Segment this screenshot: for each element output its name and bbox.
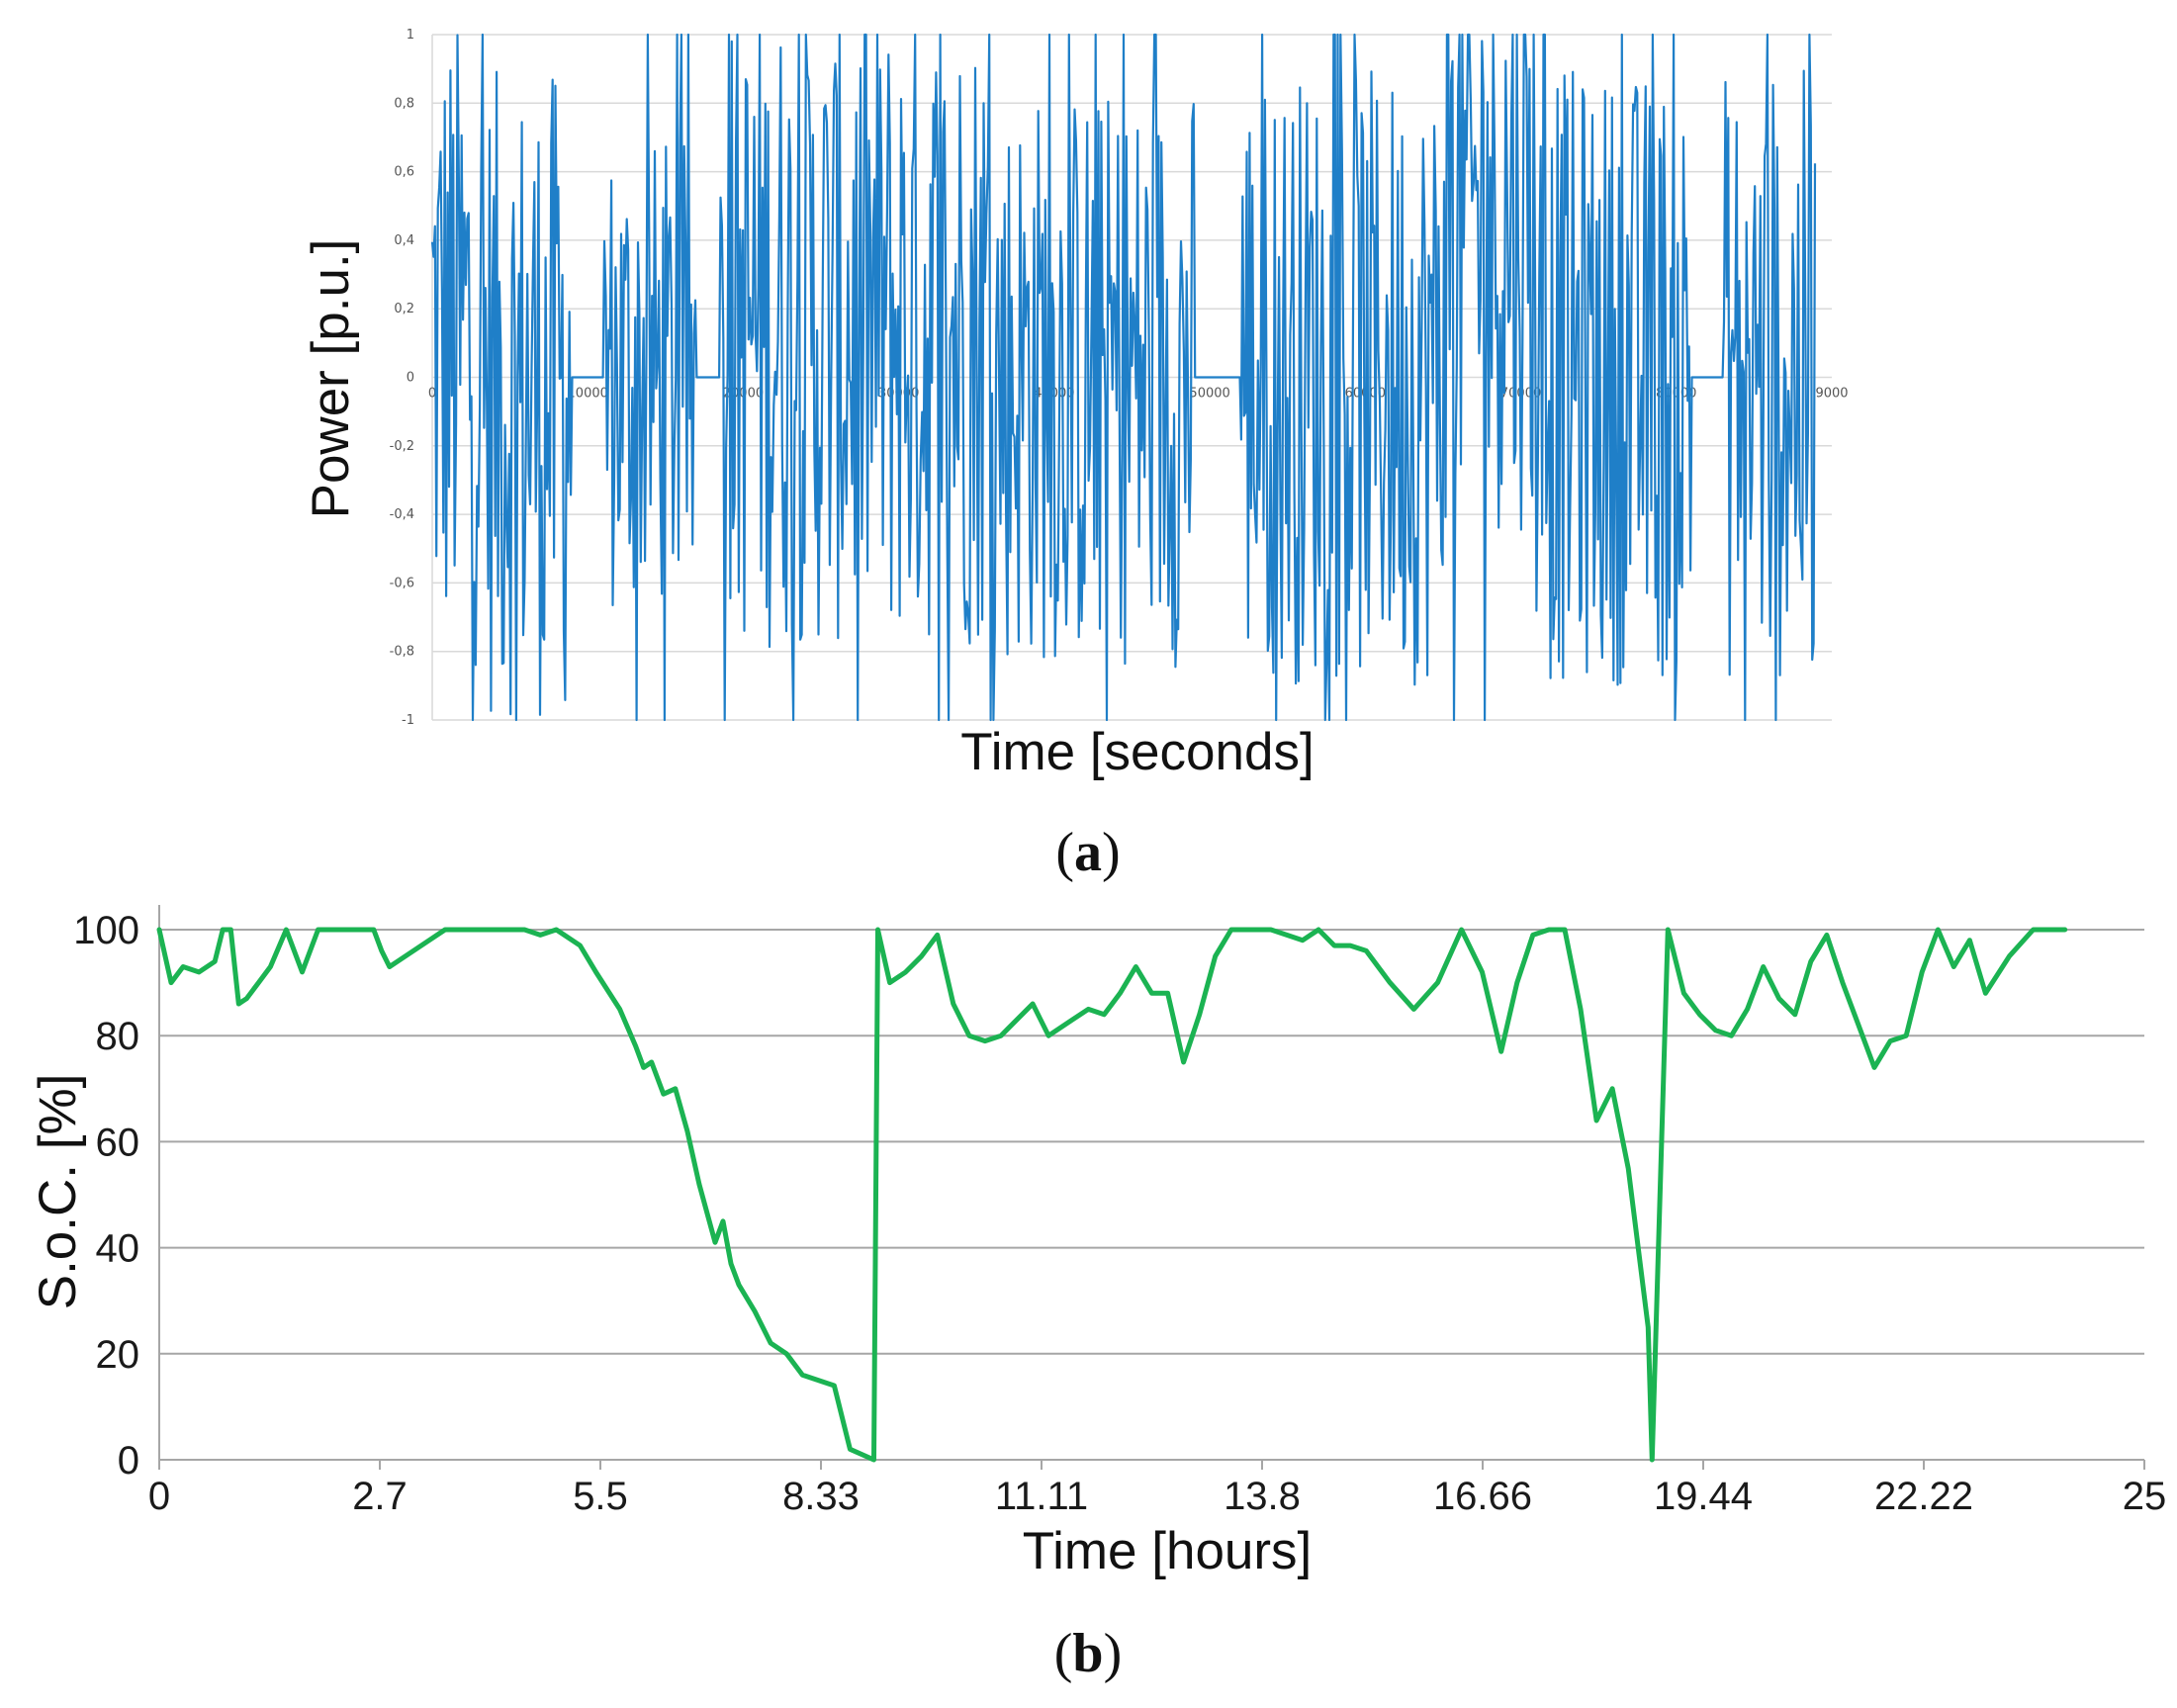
soc-x-tick-label: 22.22	[1874, 1475, 1973, 1518]
soc-y-tick-label: 100	[73, 909, 139, 952]
power-x-axis-label: Time [seconds]	[960, 723, 1314, 781]
power-y-tick-label: 0	[407, 371, 414, 386]
soc-x-tick-label: 5.5	[573, 1475, 628, 1518]
soc-x-axis-label: Time [hours]	[1023, 1522, 1313, 1580]
panel-b-label: (b)	[1054, 1623, 1122, 1684]
soc-x-tick-label: 0	[148, 1475, 170, 1518]
panel-a-label: (a)	[1055, 822, 1120, 883]
power-x-tick-label: 9000	[1815, 387, 1848, 402]
soc-x-tick-label: 2.7	[352, 1475, 408, 1518]
soc-x-tick-label: 16.66	[1433, 1475, 1532, 1518]
soc-y-tick-label: 0	[118, 1439, 139, 1483]
soc-y-axis-label: S.o.C. [%]	[29, 1074, 87, 1310]
soc-y-ticks: 0 20 40 60 80 100	[73, 909, 139, 1483]
power-x-tick-label: 0	[428, 387, 436, 402]
power-y-ticks: -1 -0,8 -0,6 -0,4 -0,2 0 0,2 0,4 0,6 0,8 1	[390, 28, 414, 728]
power-y-tick-label: -1	[402, 713, 414, 728]
soc-chart: 0 20 40 60 80 100 0 2.7 5.5 8.33 11.11 13.8 16.66 19…	[29, 905, 2166, 1684]
soc-line	[156, 927, 2068, 1463]
soc-x-tick-label: 11.11	[995, 1475, 1088, 1518]
power-y-tick-label: 0,6	[394, 165, 414, 180]
soc-x-tick-label: 25	[2123, 1475, 2167, 1518]
soc-x-ticks: 0 2.7 5.5 8.33 11.11 13.8 16.66 19.44 22.22 25	[148, 1475, 2166, 1518]
soc-y-tick-label: 40	[96, 1227, 140, 1271]
power-y-tick-label: -0,6	[390, 576, 414, 590]
power-y-axis-label: Power [p.u.]	[302, 239, 360, 519]
power-y-tick-label: 1	[407, 28, 414, 43]
soc-y-tick-label: 60	[96, 1121, 140, 1164]
soc-x-tick-label: 8.33	[782, 1475, 860, 1518]
soc-y-tick-label: 80	[96, 1015, 140, 1058]
soc-y-tick-label: 20	[96, 1333, 140, 1377]
power-chart: -1-0,8-0,6-0,4-0,200,20,40,60,81 0 10000 2…	[302, 28, 1849, 883]
power-line	[430, 33, 1817, 722]
power-series	[430, 33, 1817, 722]
power-y-tick-label: -0,2	[390, 439, 414, 454]
power-y-tick-label: -0,4	[390, 507, 414, 522]
power-y-tick-label: -0,8	[390, 645, 414, 660]
power-y-tick-label: 0,4	[394, 233, 414, 248]
power-x-tick-label: 50000	[1189, 387, 1229, 402]
soc-x-tick-label: 19.44	[1654, 1475, 1753, 1518]
power-y-tick-label: 0,2	[394, 302, 414, 316]
power-y-tick-label: 0,8	[394, 96, 414, 111]
power-x-tick-label: 10000	[568, 387, 608, 402]
soc-x-tick-label: 13.8	[1224, 1475, 1301, 1518]
soc-series	[156, 927, 2068, 1463]
